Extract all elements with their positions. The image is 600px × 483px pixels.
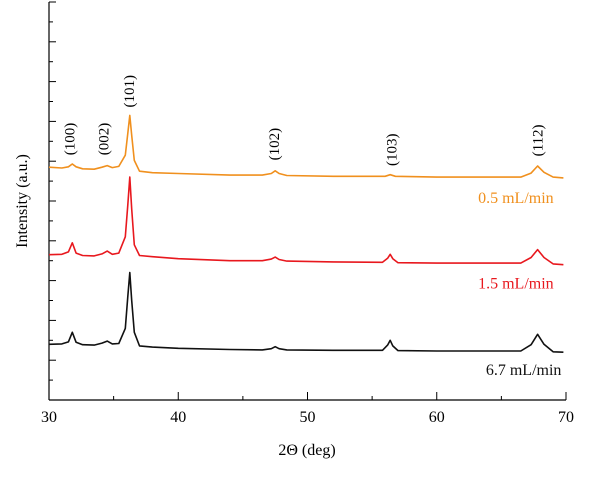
peak-label: (103) <box>385 134 401 167</box>
x-tick-label: 30 <box>41 409 57 426</box>
peak-label: (102) <box>267 128 283 161</box>
series-label-2: 1.5 mL/min <box>478 276 554 293</box>
peak-label: (112) <box>531 124 547 156</box>
series-label-1: 0.5 mL/min <box>478 190 554 207</box>
series-line-3 <box>48 271 564 353</box>
series-lines <box>48 114 564 353</box>
x-tick-label: 40 <box>170 409 186 426</box>
x-tick-label: 70 <box>558 409 574 426</box>
x-tick-label: 50 <box>300 409 316 426</box>
series-label-3: 6.7 mL/min <box>486 362 562 379</box>
series-line-2 <box>48 176 564 266</box>
x-axis-label: 2Θ (deg) <box>278 442 335 459</box>
peak-labels: (100) (002) (101) (102) (103) (112) <box>63 75 547 166</box>
peak-label: (101) <box>122 75 138 108</box>
peak-label: (002) <box>96 123 112 156</box>
peak-label: (100) <box>63 123 79 156</box>
series-labels: 0.5 mL/min 1.5 mL/min 6.7 mL/min <box>478 190 561 379</box>
y-axis-label: Intensity (a.u.) <box>14 154 31 248</box>
x-axis-ticks: 30 40 50 60 70 <box>41 392 574 426</box>
x-tick-label: 60 <box>429 409 445 426</box>
series-line-1 <box>48 114 564 179</box>
y-axis-ticks <box>49 1 56 401</box>
